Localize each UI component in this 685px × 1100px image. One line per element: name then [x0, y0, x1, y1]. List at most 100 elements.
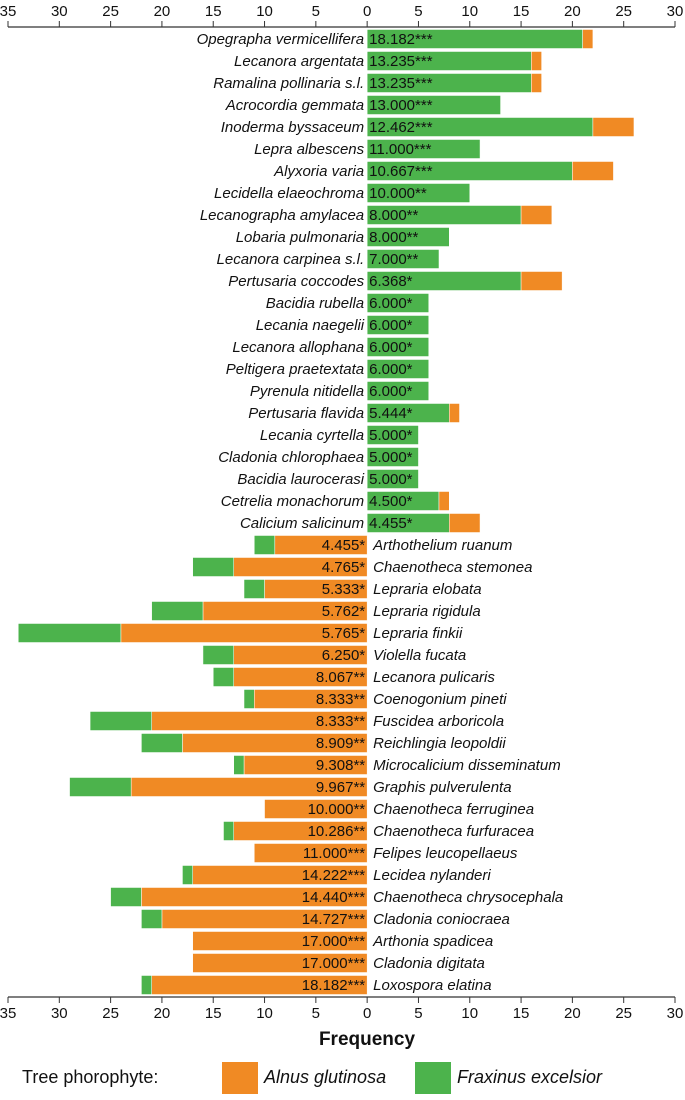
bar-segment — [141, 909, 163, 929]
category-label: Lepraria rigidula — [373, 603, 481, 620]
bar-segment — [366, 447, 419, 467]
bar-segment — [448, 513, 481, 533]
category-label: Alyxoria varia — [273, 163, 364, 180]
legend-swatch — [415, 1062, 451, 1094]
category-label: Lecidella elaeochroma — [214, 185, 364, 202]
bar-segment — [18, 623, 122, 643]
bar-segment — [582, 29, 594, 49]
category-label: Pertusaria flavida — [248, 405, 364, 422]
category-label: Microcalicium disseminatum — [373, 757, 561, 774]
x-tick-label: 5 — [312, 3, 320, 20]
category-label: Lecania naegelii — [256, 317, 365, 334]
indicator-label: 5.444* — [369, 405, 413, 422]
bar-segment — [233, 755, 245, 775]
indicator-label: 6.000* — [369, 317, 413, 334]
category-label: Lepraria finkii — [373, 625, 463, 642]
bar-segment — [448, 403, 460, 423]
x-tick-label: 35 — [0, 1005, 16, 1022]
indicator-label: 17.000*** — [302, 955, 366, 972]
category-label: Lecanora pulicaris — [373, 669, 495, 686]
x-tick-label: 25 — [102, 3, 119, 20]
indicator-label: 4.455* — [322, 537, 366, 554]
indicator-label: 8.909** — [316, 735, 365, 752]
indicator-label: 5.000* — [369, 449, 413, 466]
indicator-label: 6.000* — [369, 295, 413, 312]
category-label: Lepra albescens — [254, 141, 365, 158]
category-label: Chaenotheca stemonea — [373, 559, 532, 576]
bar-segment — [366, 337, 429, 357]
indicator-label: 5.765* — [322, 625, 366, 642]
bar-segment — [223, 821, 235, 841]
indicator-label: 8.333** — [316, 691, 365, 708]
legend-label: Fraxinus excelsior — [457, 1067, 603, 1087]
category-label: Arthonia spadicea — [372, 933, 493, 950]
bar-segment — [438, 491, 450, 511]
category-label: Violella fucata — [373, 647, 466, 664]
category-label: Lepraria elobata — [373, 581, 481, 598]
bar-segment — [366, 425, 419, 445]
category-label: Cladonia chlorophaea — [218, 449, 364, 466]
x-tick-label: 10 — [461, 3, 478, 20]
category-label: Calicium salicinum — [240, 515, 364, 532]
x-tick-label: 30 — [667, 3, 684, 20]
x-tick-label: 20 — [154, 1005, 171, 1022]
category-label: Pyrenula nitidella — [250, 383, 364, 400]
legend-swatch — [222, 1062, 258, 1094]
x-tick-label: 15 — [513, 1005, 530, 1022]
category-label: Chaenotheca chrysocephala — [373, 889, 563, 906]
indicator-label: 13.235*** — [369, 53, 433, 70]
bar-segment — [366, 227, 450, 247]
indicator-label: 12.462*** — [369, 119, 433, 136]
category-label: Graphis pulverulenta — [373, 779, 511, 796]
bar-segment — [366, 359, 429, 379]
bar-segment — [182, 865, 193, 885]
bar-segment — [572, 161, 614, 181]
x-tick-label: 25 — [102, 1005, 119, 1022]
x-tick-label: 20 — [564, 1005, 581, 1022]
category-label: Inoderma byssaceum — [221, 119, 364, 136]
indicator-label: 14.222*** — [302, 867, 366, 884]
category-label: Cladonia coniocraea — [373, 911, 510, 928]
bar-segment — [202, 645, 235, 665]
category-label: Lobaria pulmonaria — [236, 229, 364, 246]
indicator-label: 8.067** — [316, 669, 365, 686]
indicator-label: 9.967** — [316, 779, 365, 796]
bar-segment — [366, 469, 419, 489]
category-label: Ramalina pollinaria s.l. — [213, 75, 364, 92]
bar-segment — [366, 249, 440, 269]
indicator-label: 8.000** — [369, 229, 418, 246]
x-tick-label: 15 — [205, 3, 222, 20]
category-label: Reichlingia leopoldii — [373, 735, 506, 752]
category-label: Bacidia laurocerasi — [237, 471, 364, 488]
indicator-label: 4.765* — [322, 559, 366, 576]
category-label: Chaenotheca furfuracea — [373, 823, 534, 840]
bar-segment — [366, 381, 429, 401]
bar-segment — [366, 293, 429, 313]
category-label: Cetrelia monachorum — [221, 493, 364, 510]
category-label: Lecanographa amylacea — [200, 207, 364, 224]
x-tick-label: 5 — [312, 1005, 320, 1022]
bar-segment — [520, 271, 563, 291]
indicator-label: 8.333** — [316, 713, 365, 730]
category-label: Pertusaria coccodes — [228, 273, 364, 290]
bar-segment — [151, 601, 204, 621]
bar-segment — [192, 953, 368, 973]
x-tick-label: 15 — [513, 3, 530, 20]
indicator-label: 6.368* — [369, 273, 413, 290]
indicator-label: 6.250* — [322, 647, 366, 664]
category-label: Acrocordia gemmata — [225, 97, 364, 114]
bar-segment — [192, 557, 235, 577]
bar-segment — [366, 139, 481, 159]
x-tick-label: 5 — [414, 3, 422, 20]
x-tick-label: 20 — [154, 3, 171, 20]
bar-segment — [141, 733, 183, 753]
bar-segment — [69, 777, 132, 797]
x-tick-label: 15 — [205, 1005, 222, 1022]
x-tick-label: 25 — [615, 1005, 632, 1022]
indicator-label: 13.235*** — [369, 75, 433, 92]
x-tick-label: 25 — [615, 3, 632, 20]
indicator-label: 4.455* — [369, 515, 413, 532]
indicator-label: 5.000* — [369, 427, 413, 444]
indicator-label: 11.000*** — [303, 845, 365, 862]
category-label: Lecanora allophana — [232, 339, 364, 356]
